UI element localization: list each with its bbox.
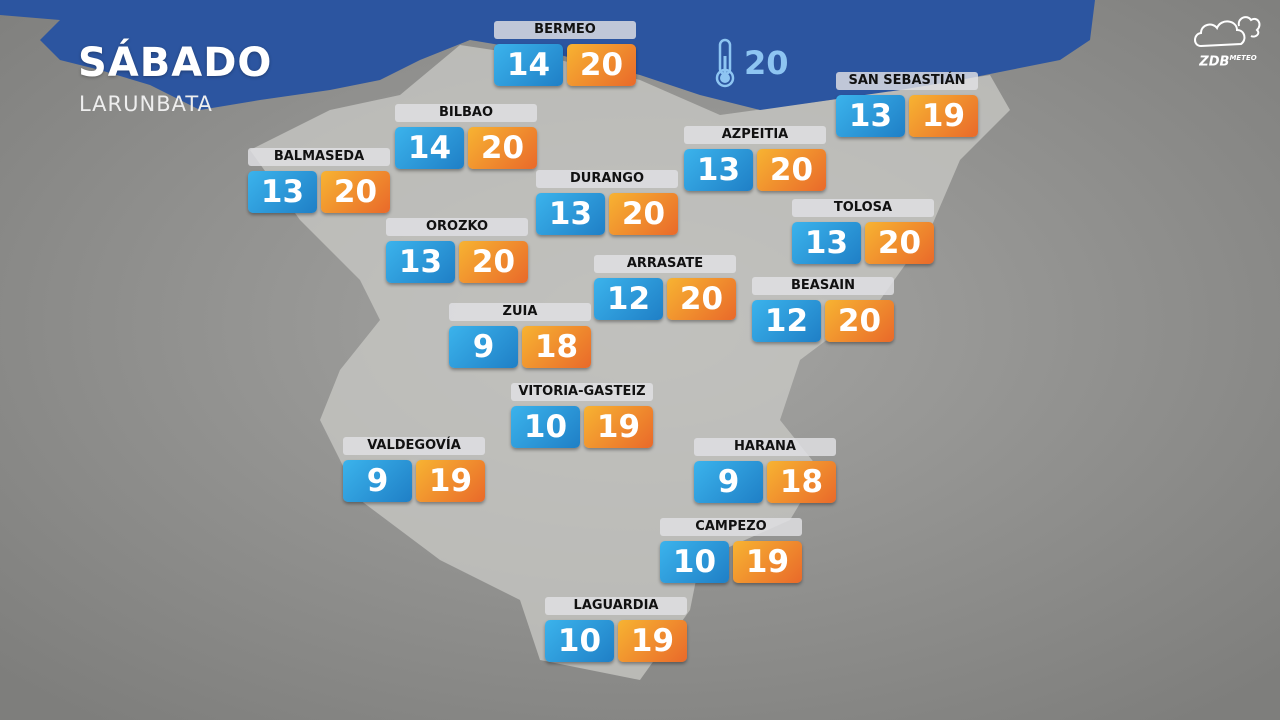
city-name: OROZKO bbox=[386, 218, 528, 236]
max-temperature: 20 bbox=[567, 44, 636, 86]
city-temps: 13 19 bbox=[836, 95, 978, 137]
city-forecast: ARRASATE 12 20 bbox=[594, 255, 736, 320]
max-temperature: 18 bbox=[522, 326, 591, 368]
min-temperature: 14 bbox=[494, 44, 563, 86]
min-temperature: 13 bbox=[684, 149, 753, 191]
max-temperature: 20 bbox=[865, 222, 934, 264]
city-temps: 12 20 bbox=[752, 300, 894, 342]
city-name: ZUIA bbox=[449, 303, 591, 321]
min-temperature: 13 bbox=[536, 193, 605, 235]
city-temps: 13 20 bbox=[684, 149, 826, 191]
city-name: SAN SEBASTIÁN bbox=[836, 72, 978, 90]
cloud-icon bbox=[1194, 16, 1261, 48]
logo-sub: METEO bbox=[1229, 54, 1257, 62]
max-temperature: 20 bbox=[609, 193, 678, 235]
city-name: ARRASATE bbox=[594, 255, 736, 273]
min-temperature: 9 bbox=[449, 326, 518, 368]
sea bbox=[0, 0, 1095, 110]
city-name: DURANGO bbox=[536, 170, 678, 188]
min-temperature: 10 bbox=[660, 541, 729, 583]
city-forecast: LAGUARDIA 10 19 bbox=[545, 597, 687, 662]
max-temperature: 19 bbox=[416, 460, 485, 502]
city-temps: 12 20 bbox=[594, 278, 736, 320]
city-forecast: OROZKO 13 20 bbox=[386, 218, 528, 283]
city-temps: 10 19 bbox=[511, 406, 653, 448]
city-name: VALDEGOVÍA bbox=[343, 437, 485, 455]
city-temps: 13 20 bbox=[536, 193, 678, 235]
city-forecast: DURANGO 13 20 bbox=[536, 170, 678, 235]
city-forecast: BEASAIN 12 20 bbox=[752, 277, 894, 342]
min-temperature: 14 bbox=[395, 127, 464, 169]
city-temps: 9 18 bbox=[694, 461, 836, 503]
city-temps: 9 19 bbox=[343, 460, 485, 502]
max-temperature: 19 bbox=[584, 406, 653, 448]
city-name: VITORIA-GASTEIZ bbox=[511, 383, 653, 401]
city-forecast: BERMEO 14 20 bbox=[494, 21, 636, 86]
max-temperature: 20 bbox=[459, 241, 528, 283]
city-name: CAMPEZO bbox=[660, 518, 802, 536]
min-temperature: 13 bbox=[248, 171, 317, 213]
max-temperature: 20 bbox=[667, 278, 736, 320]
min-temperature: 13 bbox=[836, 95, 905, 137]
max-temperature: 20 bbox=[757, 149, 826, 191]
city-name: BERMEO bbox=[494, 21, 636, 39]
city-forecast: TOLOSA 13 20 bbox=[792, 199, 934, 264]
city-forecast: CAMPEZO 10 19 bbox=[660, 518, 802, 583]
zdb-meteo-logo: ZDBMETEO bbox=[1188, 10, 1268, 69]
min-temperature: 10 bbox=[511, 406, 580, 448]
max-temperature: 18 bbox=[767, 461, 836, 503]
day-subtitle: LARUNBATA bbox=[79, 92, 213, 116]
city-name: TOLOSA bbox=[792, 199, 934, 217]
min-temperature: 12 bbox=[594, 278, 663, 320]
sea-temperature: 20 bbox=[714, 38, 789, 88]
city-name: LAGUARDIA bbox=[545, 597, 687, 615]
city-temps: 10 19 bbox=[660, 541, 802, 583]
city-name: AZPEITIA bbox=[684, 126, 826, 144]
city-forecast: ZUIA 9 18 bbox=[449, 303, 591, 368]
logo-brand: ZDB bbox=[1199, 54, 1230, 70]
max-temperature: 19 bbox=[733, 541, 802, 583]
city-name: BILBAO bbox=[395, 104, 537, 122]
thermometer-icon bbox=[715, 38, 735, 88]
city-forecast: HARANA 9 18 bbox=[694, 438, 836, 503]
city-forecast: VITORIA-GASTEIZ 10 19 bbox=[511, 383, 653, 448]
day-title: SÁBADO bbox=[78, 40, 273, 86]
city-forecast: SAN SEBASTIÁN 13 19 bbox=[836, 72, 978, 137]
max-temperature: 20 bbox=[825, 300, 894, 342]
min-temperature: 9 bbox=[694, 461, 763, 503]
city-forecast: BALMASEDA 13 20 bbox=[248, 148, 390, 213]
city-temps: 9 18 bbox=[449, 326, 591, 368]
city-temps: 13 20 bbox=[792, 222, 934, 264]
max-temperature: 20 bbox=[468, 127, 537, 169]
max-temperature: 20 bbox=[321, 171, 390, 213]
city-name: BEASAIN bbox=[752, 277, 894, 295]
city-temps: 14 20 bbox=[494, 44, 636, 86]
city-forecast: AZPEITIA 13 20 bbox=[684, 126, 826, 191]
min-temperature: 13 bbox=[792, 222, 861, 264]
min-temperature: 13 bbox=[386, 241, 455, 283]
max-temperature: 19 bbox=[618, 620, 687, 662]
city-name: BALMASEDA bbox=[248, 148, 390, 166]
city-forecast: BILBAO 14 20 bbox=[395, 104, 537, 169]
city-forecast: VALDEGOVÍA 9 19 bbox=[343, 437, 485, 502]
min-temperature: 9 bbox=[343, 460, 412, 502]
min-temperature: 10 bbox=[545, 620, 614, 662]
min-temperature: 12 bbox=[752, 300, 821, 342]
city-temps: 13 20 bbox=[386, 241, 528, 283]
sea-temperature-value: 20 bbox=[744, 44, 789, 82]
city-temps: 14 20 bbox=[395, 127, 537, 169]
city-temps: 10 19 bbox=[545, 620, 687, 662]
city-name: HARANA bbox=[694, 438, 836, 456]
city-temps: 13 20 bbox=[248, 171, 390, 213]
max-temperature: 19 bbox=[909, 95, 978, 137]
